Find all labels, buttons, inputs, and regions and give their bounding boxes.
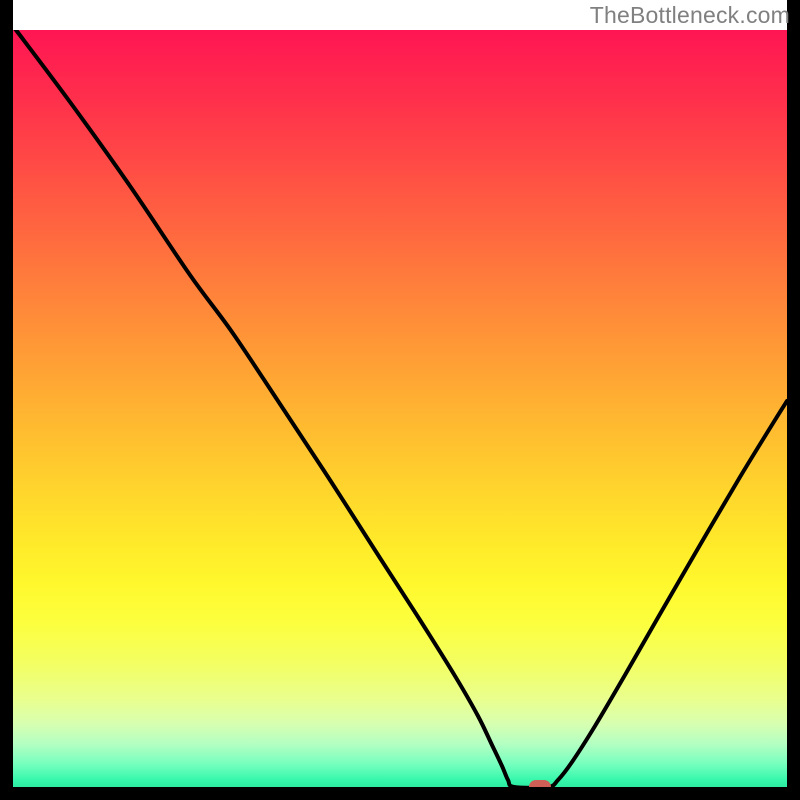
watermark-text: TheBottleneck.com [590, 2, 790, 29]
chart-container: TheBottleneck.com [0, 0, 800, 800]
bottleneck-curve [0, 0, 800, 800]
optimal-point-marker [529, 780, 551, 794]
